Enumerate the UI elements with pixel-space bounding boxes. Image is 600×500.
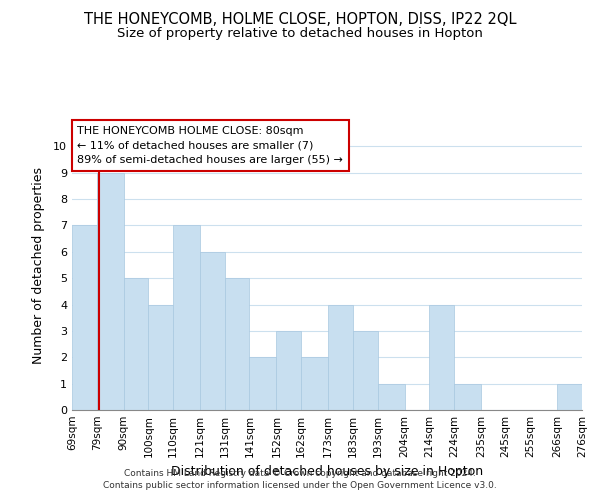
Bar: [173, 226, 200, 410]
Text: Contains HM Land Registry data © Crown copyright and database right 2024.: Contains HM Land Registry data © Crown c…: [124, 468, 476, 477]
Bar: [148, 304, 173, 410]
Bar: [353, 331, 377, 410]
Bar: [200, 252, 225, 410]
Bar: [97, 172, 124, 410]
Bar: [429, 304, 454, 410]
Bar: [225, 278, 250, 410]
Text: Size of property relative to detached houses in Hopton: Size of property relative to detached ho…: [117, 28, 483, 40]
Bar: [250, 358, 277, 410]
Bar: [557, 384, 582, 410]
Bar: [277, 331, 301, 410]
Bar: [72, 226, 97, 410]
Text: THE HONEYCOMB, HOLME CLOSE, HOPTON, DISS, IP22 2QL: THE HONEYCOMB, HOLME CLOSE, HOPTON, DISS…: [84, 12, 516, 28]
Bar: [124, 278, 148, 410]
Bar: [454, 384, 481, 410]
Bar: [328, 304, 353, 410]
Text: Contains public sector information licensed under the Open Government Licence v3: Contains public sector information licen…: [103, 481, 497, 490]
X-axis label: Distribution of detached houses by size in Hopton: Distribution of detached houses by size …: [171, 466, 483, 478]
Y-axis label: Number of detached properties: Number of detached properties: [32, 166, 45, 364]
Text: THE HONEYCOMB HOLME CLOSE: 80sqm
← 11% of detached houses are smaller (7)
89% of: THE HONEYCOMB HOLME CLOSE: 80sqm ← 11% o…: [77, 126, 343, 166]
Bar: [301, 358, 328, 410]
Bar: [377, 384, 404, 410]
